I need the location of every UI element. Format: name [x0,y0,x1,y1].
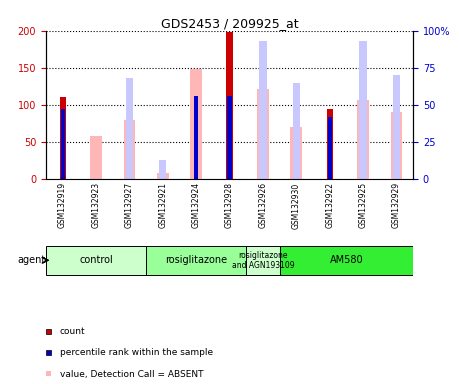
Bar [257,89,269,179]
Bar [328,117,332,179]
Bar [61,109,65,179]
Text: GSM132926: GSM132926 [258,182,268,228]
Text: GSM132919: GSM132919 [58,182,67,228]
Bar [357,101,369,179]
Bar [259,41,267,179]
Text: percentile rank within the sample: percentile rank within the sample [60,348,213,358]
Text: rosiglitazone: rosiglitazone [165,255,227,265]
Text: GSM132928: GSM132928 [225,182,234,228]
Bar [123,120,135,179]
Bar [46,246,146,275]
Text: GSM132924: GSM132924 [191,182,201,228]
Bar [157,173,168,179]
Bar [359,41,367,179]
Text: rosiglitazone
and AGN193109: rosiglitazone and AGN193109 [232,250,294,270]
Text: GSM132929: GSM132929 [392,182,401,228]
Text: value, Detection Call = ABSENT: value, Detection Call = ABSENT [60,369,203,379]
Bar [280,246,413,275]
Bar [291,127,302,179]
Bar [226,32,233,179]
Bar [391,112,402,179]
Bar [60,98,66,179]
Text: GSM132927: GSM132927 [125,182,134,228]
Bar [292,83,300,179]
Text: control: control [79,255,113,265]
Text: GSM132923: GSM132923 [91,182,101,228]
Text: GSM132930: GSM132930 [292,182,301,228]
Bar [126,78,133,179]
Bar [159,160,167,179]
Bar [194,96,198,179]
Bar [146,246,246,275]
Text: AM580: AM580 [330,255,363,265]
Text: GSM132921: GSM132921 [158,182,167,228]
Bar [393,75,400,179]
Title: GDS2453 / 209925_at: GDS2453 / 209925_at [161,17,298,30]
Bar [190,69,202,179]
Bar [90,136,102,179]
Text: GSM132922: GSM132922 [325,182,334,228]
Bar [228,96,231,179]
Bar [327,109,333,179]
Text: GSM132925: GSM132925 [358,182,368,228]
Bar [246,246,280,275]
Text: count: count [60,327,85,336]
Text: agent: agent [17,255,46,265]
